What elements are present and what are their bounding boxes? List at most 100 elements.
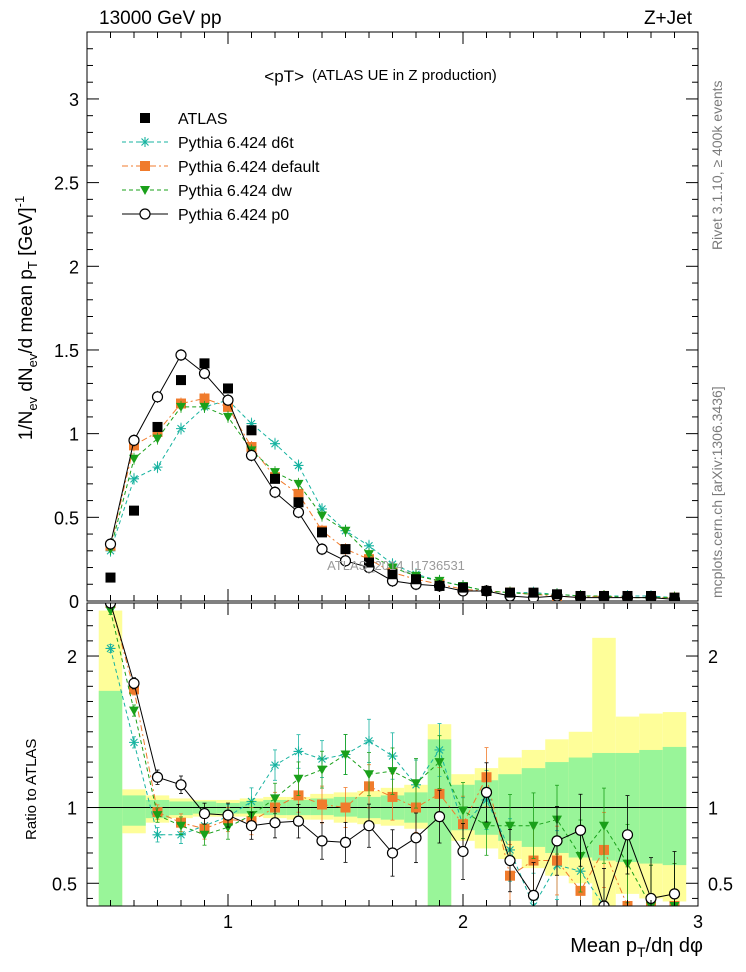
data-point: [387, 569, 398, 580]
data-point: [317, 511, 327, 521]
data-point: [269, 486, 281, 498]
main-plot-area: [104, 348, 681, 601]
data-point: [505, 587, 515, 598]
header-collision: 13000 GeV pp: [99, 8, 222, 29]
ratio-point: [480, 786, 493, 798]
band-inner: [662, 746, 687, 866]
data-point: [646, 590, 656, 601]
ratio-point: [364, 770, 374, 780]
band-inner: [639, 749, 663, 864]
data-point: [223, 383, 233, 394]
data-point: [176, 402, 186, 412]
ratio-y-tick-label-right: 0.5: [708, 874, 733, 894]
data-point: [245, 449, 258, 462]
data-point: [129, 505, 139, 516]
data-point: [175, 349, 187, 361]
data-point: [293, 479, 304, 489]
y-tick-label: 2: [69, 257, 79, 277]
data-point: [528, 587, 539, 598]
legend-label: ATLAS: [178, 111, 228, 128]
x-tick-label: 1: [223, 912, 233, 932]
data-point: [270, 468, 280, 478]
data-point: [246, 425, 257, 436]
ratio-point: [270, 760, 280, 771]
ratio-point: [152, 829, 163, 840]
ratio-point: [129, 684, 139, 695]
data-point: [293, 488, 304, 499]
ratio-point: [339, 836, 352, 848]
data-point: [128, 434, 140, 446]
ratio-point: [433, 811, 446, 823]
ratio-point: [270, 794, 280, 804]
ratio-point: [668, 888, 681, 900]
ratio-point: [528, 821, 539, 831]
ratio-point: [198, 807, 211, 820]
ratio-point: [269, 817, 281, 829]
ratio-point: [129, 706, 139, 716]
ratio-y-tick-label-right: 2: [708, 647, 718, 667]
ratio-point: [457, 845, 469, 858]
ratio-point: [199, 830, 210, 840]
band-inner: [122, 795, 146, 826]
data-point: [222, 394, 234, 406]
ratio-point: [458, 806, 468, 816]
ratio-panel: 0.5 0.5 1 1 2 2 1 2 3 Mean pT/dη dφ: [52, 602, 733, 960]
ratio-point: [105, 643, 116, 654]
data-point: [105, 572, 116, 583]
data-point: [129, 454, 139, 464]
data-point: [246, 418, 257, 429]
y-tick-label: 1.5: [54, 341, 79, 361]
y-tick-label: 0: [69, 592, 79, 612]
data-point: [270, 438, 280, 449]
ratio-point: [152, 811, 163, 821]
data-point: [364, 550, 374, 560]
legend-marker: [139, 208, 151, 220]
ratio-point: [176, 821, 186, 831]
ratio-point: [129, 737, 139, 748]
ratio-point: [223, 823, 233, 833]
ratio-point: [364, 735, 374, 746]
data-point: [575, 590, 586, 601]
ratio-y-tick-label: 1: [67, 799, 77, 819]
band-inner: [98, 690, 123, 906]
data-point: [458, 582, 468, 593]
data-point: [293, 460, 304, 471]
header-process: Z+Jet: [643, 8, 692, 29]
ratio-ylabel: Ratio to ATLAS: [23, 739, 40, 840]
data-point: [317, 527, 327, 538]
x-tick-label: 3: [693, 912, 703, 932]
data-point: [152, 426, 163, 437]
data-point: [364, 557, 374, 568]
y-tick-label: 3: [69, 90, 79, 110]
data-point: [199, 393, 210, 404]
data-point: [152, 434, 163, 444]
ratio-point: [574, 824, 587, 836]
ratio-point: [175, 779, 187, 791]
legend-label: Pythia 6.424 dw: [178, 183, 292, 200]
ratio-point: [317, 765, 327, 775]
band-inner: [169, 801, 193, 816]
ratio-point: [527, 889, 540, 901]
data-point: [176, 423, 186, 434]
data-point: [434, 580, 445, 591]
ratio-point: [481, 821, 492, 831]
data-point: [176, 375, 186, 386]
data-point: [340, 526, 351, 536]
ratio-point: [411, 779, 421, 789]
main-ylabel: 1/Nev dNev/d mean pT [GeV]-1: [12, 196, 40, 441]
ratio-point: [363, 820, 375, 832]
legend-marker: [140, 186, 150, 195]
ratio-point: [528, 855, 539, 866]
ratio-point: [340, 802, 351, 813]
data-point: [104, 538, 117, 550]
data-point: [151, 391, 164, 403]
mcplots-label: mcplots.cern.ch [arXiv:1306.3436]: [709, 386, 725, 598]
data-point: [293, 497, 304, 508]
ratio-point: [599, 821, 609, 831]
ratio-point: [434, 758, 445, 768]
data-point: [198, 367, 211, 379]
ratio-plot-area: [87, 603, 698, 906]
ratio-point: [293, 774, 304, 784]
legend-label: Pythia 6.424 default: [178, 159, 320, 176]
ratio-point: [387, 791, 398, 802]
